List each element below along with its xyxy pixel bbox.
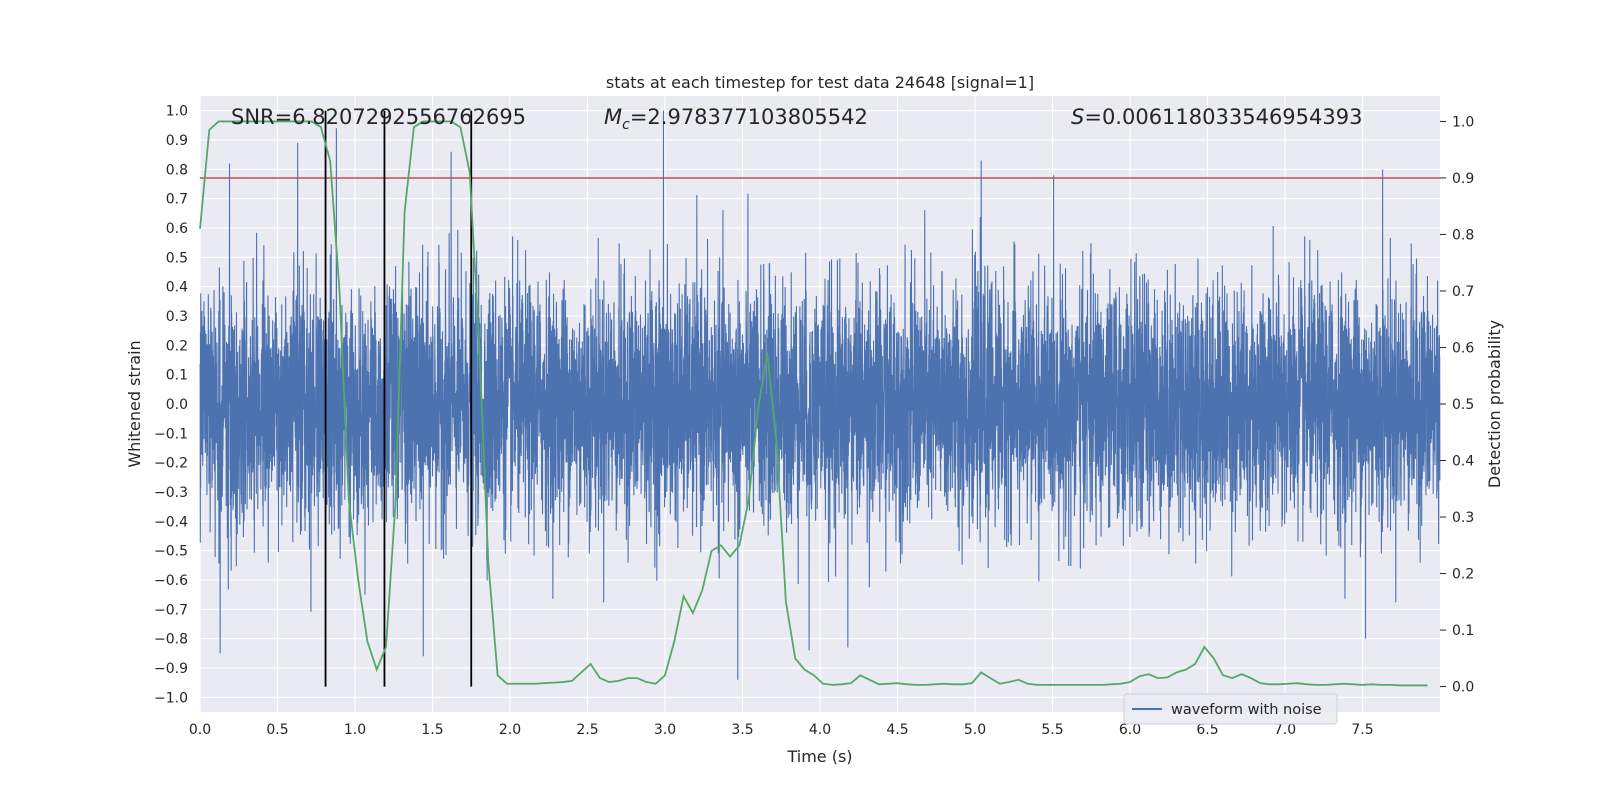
y-tick-label: 0.3 — [166, 309, 188, 325]
y2-tick-label: 0.4 — [1452, 454, 1474, 470]
chirp-mass-annotation: Mc=2.978377103805542 — [604, 105, 868, 133]
y-tick-label: 0.8 — [166, 162, 188, 178]
y-tick-label: −0.4 — [154, 514, 188, 530]
s-symbol: S — [1071, 105, 1084, 129]
waveform-line — [199, 110, 1441, 680]
y-tick-label: 0.0 — [166, 397, 188, 413]
y-tick-label: −0.1 — [154, 426, 188, 442]
x-tick-label: 1.0 — [344, 722, 366, 738]
y2-tick-label: 0.8 — [1452, 227, 1474, 243]
x-tick-label: 2.5 — [576, 722, 598, 738]
chirp-mass-subscript: c — [622, 117, 630, 133]
chirp-mass-value: =2.978377103805542 — [630, 105, 868, 129]
y-tick-label: 0.5 — [166, 250, 188, 266]
y-axis-label: Whitened strain — [125, 340, 144, 467]
y-tick-label: −1.0 — [154, 690, 188, 706]
y-tick-label: −0.5 — [154, 544, 188, 560]
x-tick-label: 4.5 — [886, 722, 908, 738]
x-tick-label: 2.0 — [499, 722, 521, 738]
y2-tick-label: 1.0 — [1452, 114, 1474, 130]
y-tick-label: −0.6 — [154, 573, 188, 589]
y2-tick-label: 0.6 — [1452, 340, 1474, 356]
y2-tick-label: 0.2 — [1452, 567, 1474, 583]
y-tick-label: 1.0 — [166, 104, 188, 120]
y2-tick-label: 0.0 — [1452, 680, 1474, 696]
waveform-series — [199, 110, 1441, 680]
legend-box — [1123, 693, 1338, 725]
y2-tick-label: 0.5 — [1452, 397, 1474, 413]
detection-probability-series — [199, 120, 1428, 687]
x-tick-labels: 0.0 0.5 1.0 1.5 2.0 2.5 3.0 3.5 4.0 4.5 5.0 5.5 6.0 6… — [189, 722, 1374, 738]
y-tick-label: −0.2 — [154, 456, 188, 472]
y2-tick-labels: 1.0 0.9 0.8 0.7 0.6 0.5 0.4 0.3 0.2 0.1 0.0 — [1440, 114, 1474, 696]
y2-tick-label: 0.7 — [1452, 284, 1474, 300]
x-axis-label: Time (s) — [786, 747, 852, 766]
probability-line — [199, 120, 1428, 687]
x-tick-label: 0.5 — [266, 722, 288, 738]
x-tick-label: 4.0 — [809, 722, 831, 738]
x-tick-label: 3.5 — [731, 722, 753, 738]
y-tick-label: 0.7 — [166, 192, 188, 208]
y2-tick-label: 0.1 — [1452, 623, 1474, 639]
x-tick-label: 0.0 — [189, 722, 211, 738]
x-tick-label: 7.0 — [1274, 722, 1296, 738]
y-tick-labels: 1.0 0.9 0.8 0.7 0.6 0.5 0.4 0.3 0.2 0.1 0.0 −0.1 −0.… — [154, 104, 188, 707]
x-tick-label: 1.5 — [421, 722, 443, 738]
y2-axis-label: Detection probability — [1485, 320, 1504, 488]
legend-label-waveform: waveform with noise — [1171, 702, 1322, 718]
x-tick-label: 5.0 — [964, 722, 986, 738]
y-tick-label: 0.2 — [166, 338, 188, 354]
y-tick-label: 0.9 — [166, 133, 188, 149]
y-tick-label: −0.3 — [154, 485, 188, 501]
y-tick-label: −0.7 — [154, 602, 188, 618]
y-tick-label: 0.4 — [166, 280, 188, 296]
snr-annotation: SNR=6.8207292556762695 — [231, 105, 526, 129]
legend: waveform with noise — [1123, 693, 1338, 725]
y2-tick-label: 0.9 — [1452, 171, 1474, 187]
x-tick-label: 6.5 — [1196, 722, 1218, 738]
x-tick-label: 6.0 — [1119, 722, 1141, 738]
x-tick-label: 3.0 — [654, 722, 676, 738]
s-annotation: S=0.006118033546954393 — [1071, 105, 1362, 129]
y-tick-label: 0.6 — [166, 221, 188, 237]
chirp-mass-symbol: M — [604, 105, 622, 129]
y-tick-label: 0.1 — [166, 368, 188, 384]
s-value: =0.006118033546954393 — [1084, 105, 1362, 129]
overlay — [200, 110, 1440, 687]
y2-tick-label: 0.3 — [1452, 510, 1474, 526]
y-tick-label: −0.9 — [154, 661, 188, 677]
x-tick-label: 7.5 — [1351, 722, 1373, 738]
y-tick-label: −0.8 — [154, 632, 188, 648]
x-tick-label: 5.5 — [1041, 722, 1063, 738]
chart-title: stats at each timestep for test data 246… — [606, 73, 1034, 92]
